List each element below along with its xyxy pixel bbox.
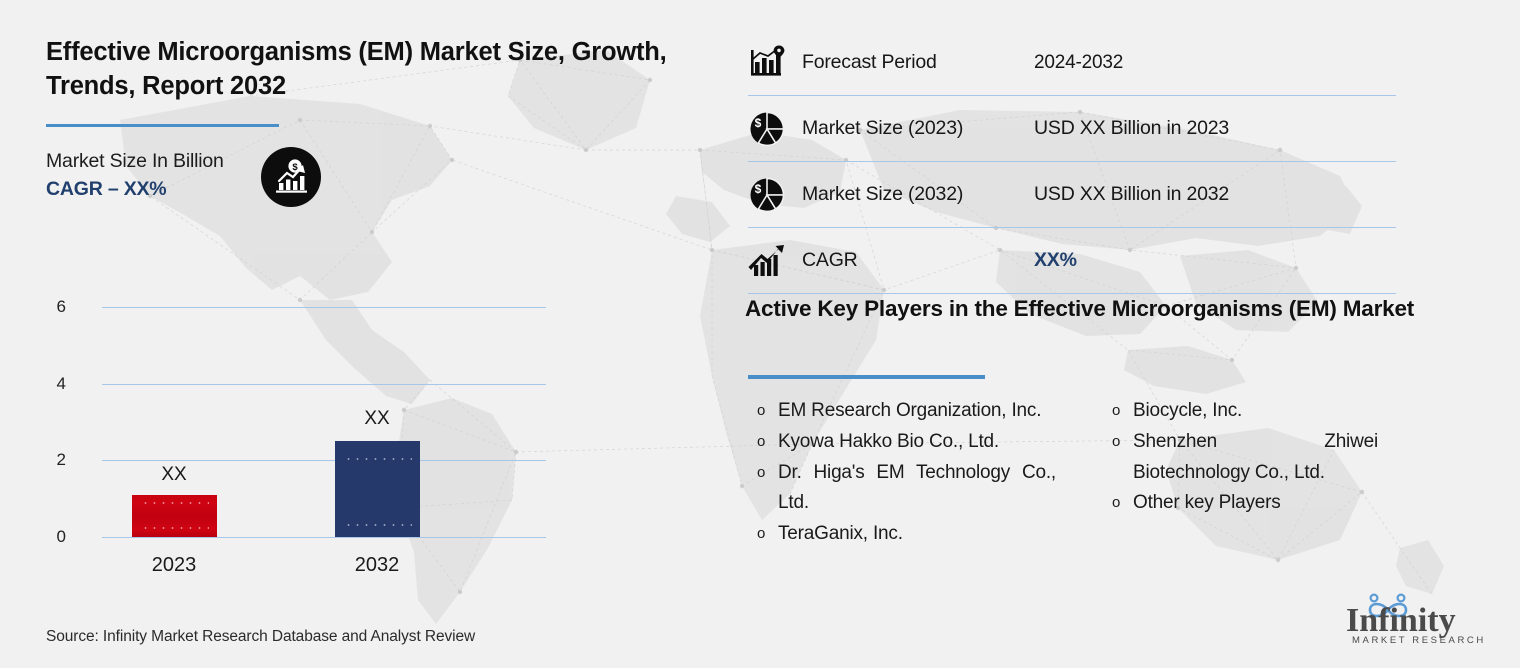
stat-row-forecast-period: Forecast Period 2024-2032 [748,30,1396,96]
stat-label-cagr: CAGR [802,249,858,271]
key-player-name: Dr. Higa's EM Technology Co., Ltd. [778,461,1056,514]
key-players-section: Active Key Players in the Effective Micr… [745,294,1445,544]
key-player-name: Kyowa Hakko Bio Co., Ltd. [778,430,999,452]
list-bullet: o [1112,432,1121,450]
growth-arrow-icon [748,243,802,279]
svg-text:$: $ [755,116,762,130]
stat-row-market-size-2023: $ Market Size (2023) USD XX Billion in 2… [748,96,1396,162]
y-tick-label-6: 6 [56,297,66,316]
bar-2023 [132,495,217,537]
list-bullet: o [1112,402,1121,419]
stat-value-cagr: XX% [1034,249,1077,271]
market-size-bar-chart: 6 4 2 0 XX XX 2023 2032 [46,290,556,590]
key-player-name: TeraGanix, Inc. [778,523,903,545]
list-bullet: o [757,432,766,450]
logo-wordmark: Infinity [1346,602,1456,639]
stat-value-market-size-2023: USD XX Billion in 2023 [1034,117,1230,139]
page-title: Effective Microorganisms (EM) Market Siz… [46,38,667,100]
stat-label-market-size-2032: Market Size (2032) [802,183,964,205]
pie-dollar-icon: $ [748,176,802,214]
market-stats-table: Forecast Period 2024-2032 $ Market Size … [748,30,1396,294]
key-players-column-1: o EM Research Organization, Inc. o Kyowa… [745,396,1095,550]
logo-tagline: MARKET RESEARCH [1352,635,1484,646]
svg-text:$: $ [292,162,298,173]
stat-row-market-size-2032: $ Market Size (2032) USD XX Billion in 2… [748,162,1396,228]
list-item: o Kyowa Hakko Bio Co., Ltd. [745,427,1095,458]
x-tick-label-2032: 2032 [354,554,400,576]
pie-dollar-icon: $ [748,110,802,148]
page-title-block: Effective Microorganisms (EM) Market Siz… [46,36,706,103]
list-item: o Shenzhen Zhiwei Biotechnology Co., Ltd… [1100,427,1445,489]
y-tick-label-4: 4 [56,374,66,393]
forecast-chart-pin-icon [748,45,802,81]
key-players-title: Active Key Players in the Effective Micr… [745,296,1415,321]
y-tick-label-2: 2 [56,450,66,469]
list-bullet: o [757,525,766,543]
gridline-0 [102,537,546,538]
stat-row-cagr: CAGR XX% [748,228,1396,294]
bar-2032-value-label: XX [364,408,390,429]
gridline-4 [102,384,546,385]
stat-label-forecast-period: Forecast Period [802,51,937,73]
key-player-name: Biocycle, Inc. [1133,400,1243,421]
key-players-columns: o EM Research Organization, Inc. o Kyowa… [745,396,1445,550]
list-bullet: o [1112,494,1121,512]
key-players-underline-rule [748,375,985,379]
growth-dollar-chart-icon: $ [261,147,321,207]
title-underline-rule [46,124,279,127]
bar-2032 [335,441,420,537]
x-tick-label-2023: 2023 [151,554,197,576]
svg-text:$: $ [755,182,762,196]
list-bullet: o [757,402,766,419]
bar-2023-value-label: XX [161,464,187,485]
stat-value-market-size-2032: USD XX Billion in 2032 [1034,183,1230,205]
stat-value-forecast-period: 2024-2032 [1034,51,1124,73]
list-item: o Dr. Higa's EM Technology Co., Ltd. [745,458,1095,520]
key-player-name: Other key Players [1133,492,1281,514]
list-item: o TeraGanix, Inc. [745,519,1095,550]
list-bullet: o [757,463,766,481]
bar-2023-dot-row-bottom [140,527,209,529]
y-tick-label-0: 0 [56,527,66,546]
bar-2032-dot-row-bottom [343,524,412,526]
source-note: Source: Infinity Market Research Databas… [46,628,476,645]
list-item: o EM Research Organization, Inc. [745,396,1095,427]
infinity-market-research-logo: Infinity MARKET RESEARCH [1344,588,1484,650]
bar-2023-dot-row-top [140,502,209,504]
key-players-column-2: o Biocycle, Inc. o Shenzhen Zhiwei Biote… [1095,396,1445,550]
list-item: o Other key Players [1100,488,1445,519]
stat-label-market-size-2023: Market Size (2023) [802,117,964,139]
key-player-name: Shenzhen Zhiwei Biotechnology Co., Ltd. [1133,430,1378,483]
gridline-2 [102,460,546,461]
list-item: o Biocycle, Inc. [1100,396,1445,427]
key-player-name: EM Research Organization, Inc. [778,400,1042,421]
gridline-6 [102,307,546,308]
bar-2032-dot-row-top [343,458,412,460]
